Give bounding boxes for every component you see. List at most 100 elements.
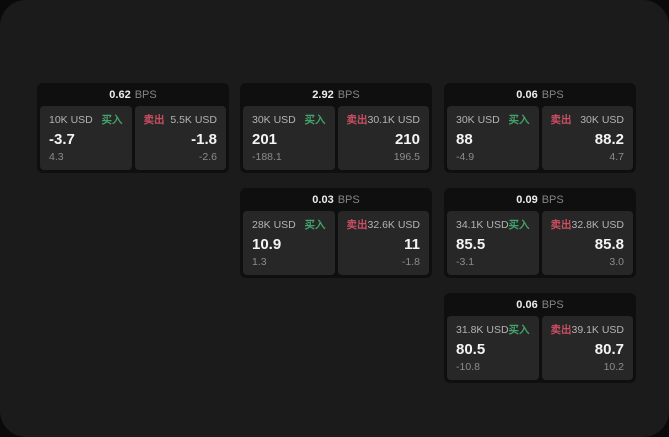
quote-panels: 28K USD 买入 10.9 1.3 卖出 32.6K USD 11 -1.8 — [243, 211, 429, 275]
bps-unit-label: BPS — [541, 193, 564, 206]
bps-unit-label: BPS — [337, 193, 360, 206]
buy-side-label: 买入 — [304, 114, 326, 126]
buy-amount: 31.8K USD — [456, 323, 509, 336]
buy-amount: 34.1K USD — [456, 218, 509, 231]
buy-amount: 30K USD — [456, 113, 500, 126]
quote-panels: 10K USD 买入 -3.7 4.3 卖出 5.5K USD -1.8 -2.… — [40, 106, 226, 170]
sell-amount: 30.1K USD — [367, 113, 421, 126]
buy-price: 80.5 — [456, 340, 486, 358]
sell-panel-top: 卖出 39.1K USD — [551, 322, 625, 337]
bps-unit-label: BPS — [134, 88, 157, 101]
sell-side-label: 卖出 — [550, 219, 572, 231]
buy-side-label: 买入 — [304, 219, 326, 231]
buy-delta: 4.3 — [49, 151, 64, 163]
quote-card: 0.09 BPS 34.1K USD 买入 85.5 -3.1 卖出 32.8K… — [444, 188, 636, 278]
quote-card: 0.03 BPS 28K USD 买入 10.9 1.3 卖出 32.6K US… — [240, 188, 432, 278]
quote-card-header: 0.09 BPS — [447, 191, 633, 208]
sell-side-label: 卖出 — [346, 114, 368, 126]
quote-card-header: 0.62 BPS — [40, 86, 226, 103]
sell-panel-top: 卖出 30K USD — [551, 112, 625, 127]
buy-quote-panel[interactable]: 28K USD 买入 10.9 1.3 — [243, 211, 335, 275]
quote-panels: 31.8K USD 买入 80.5 -10.8 卖出 39.1K USD 80.… — [447, 316, 633, 380]
sell-price: 85.8 — [594, 235, 624, 253]
sell-panel-top: 卖出 32.6K USD — [347, 217, 421, 232]
quote-card-header: 0.03 BPS — [243, 191, 429, 208]
sell-side-label: 卖出 — [143, 114, 165, 126]
quote-card: 0.62 BPS 10K USD 买入 -3.7 4.3 卖出 5.5K USD — [37, 83, 229, 173]
quote-card-header: 2.92 BPS — [243, 86, 429, 103]
buy-delta: -188.1 — [252, 151, 282, 163]
sell-price: 210 — [394, 130, 420, 148]
sell-amount: 30K USD — [580, 113, 624, 126]
buy-panel-top: 30K USD 买入 — [252, 112, 326, 127]
sell-price: 88.2 — [594, 130, 624, 148]
sell-quote-panel[interactable]: 卖出 39.1K USD 80.7 10.2 — [541, 316, 633, 380]
sell-amount: 32.6K USD — [367, 218, 421, 231]
buy-panel-top: 30K USD 买入 — [456, 112, 530, 127]
buy-side-label: 买入 — [508, 219, 530, 231]
buy-delta: 1.3 — [252, 256, 267, 268]
quote-card: 2.92 BPS 30K USD 买入 201 -188.1 卖出 30.1K … — [240, 83, 432, 173]
sell-quote-panel[interactable]: 卖出 32.6K USD 11 -1.8 — [337, 211, 429, 275]
sell-price: -1.8 — [191, 130, 217, 148]
sell-delta: 10.2 — [603, 361, 624, 373]
sell-panel-top: 卖出 5.5K USD — [144, 112, 218, 127]
buy-side-label: 买入 — [508, 114, 530, 126]
sell-amount: 5.5K USD — [170, 113, 217, 126]
buy-quote-panel[interactable]: 10K USD 买入 -3.7 4.3 — [40, 106, 132, 170]
buy-amount: 30K USD — [252, 113, 296, 126]
bps-unit-label: BPS — [541, 88, 564, 101]
buy-panel-top: 31.8K USD 买入 — [456, 322, 530, 337]
sell-delta: 196.5 — [393, 151, 420, 163]
buy-quote-panel[interactable]: 30K USD 买入 88 -4.9 — [447, 106, 539, 170]
buy-quote-panel[interactable]: 31.8K USD 买入 80.5 -10.8 — [447, 316, 539, 380]
bps-value: 2.92 — [312, 88, 334, 101]
buy-panel-top: 28K USD 买入 — [252, 217, 326, 232]
sell-delta: -2.6 — [198, 151, 217, 163]
buy-price: 10.9 — [252, 235, 282, 253]
buy-panel-top: 34.1K USD 买入 — [456, 217, 530, 232]
buy-price: -3.7 — [49, 130, 75, 148]
bps-unit-label: BPS — [337, 88, 360, 101]
sell-quote-panel[interactable]: 卖出 30K USD 88.2 4.7 — [541, 106, 633, 170]
bps-value: 0.62 — [109, 88, 131, 101]
buy-amount: 28K USD — [252, 218, 296, 231]
quote-card-header: 0.06 BPS — [447, 296, 633, 313]
sell-amount: 39.1K USD — [571, 323, 625, 336]
sell-price: 80.7 — [594, 340, 624, 358]
sell-quote-panel[interactable]: 卖出 5.5K USD -1.8 -2.6 — [134, 106, 226, 170]
quote-card: 0.06 BPS 31.8K USD 买入 80.5 -10.8 卖出 39.1… — [444, 293, 636, 383]
sell-delta: 3.0 — [609, 256, 624, 268]
buy-delta: -10.8 — [456, 361, 480, 373]
buy-delta: -4.9 — [456, 151, 475, 163]
quote-card-header: 0.06 BPS — [447, 86, 633, 103]
sell-panel-top: 卖出 32.8K USD — [551, 217, 625, 232]
quote-panels: 34.1K USD 买入 85.5 -3.1 卖出 32.8K USD 85.8… — [447, 211, 633, 275]
buy-price: 85.5 — [456, 235, 486, 253]
quote-panels: 30K USD 买入 88 -4.9 卖出 30K USD 88.2 4.7 — [447, 106, 633, 170]
buy-price: 201 — [252, 130, 278, 148]
sell-quote-panel[interactable]: 卖出 32.8K USD 85.8 3.0 — [541, 211, 633, 275]
buy-delta: -3.1 — [456, 256, 475, 268]
bps-value: 0.09 — [516, 193, 538, 206]
buy-panel-top: 10K USD 买入 — [49, 112, 123, 127]
buy-quote-panel[interactable]: 30K USD 买入 201 -188.1 — [243, 106, 335, 170]
sell-side-label: 卖出 — [550, 324, 572, 336]
buy-side-label: 买入 — [508, 324, 530, 336]
sell-panel-top: 卖出 30.1K USD — [347, 112, 421, 127]
sell-side-label: 卖出 — [550, 114, 572, 126]
sell-price: 11 — [404, 235, 420, 253]
buy-side-label: 买入 — [101, 114, 123, 126]
quote-panels: 30K USD 买入 201 -188.1 卖出 30.1K USD 210 1… — [243, 106, 429, 170]
bps-value: 0.06 — [516, 298, 538, 311]
buy-amount: 10K USD — [49, 113, 93, 126]
buy-quote-panel[interactable]: 34.1K USD 买入 85.5 -3.1 — [447, 211, 539, 275]
sell-side-label: 卖出 — [346, 219, 368, 231]
quote-card: 0.06 BPS 30K USD 买入 88 -4.9 卖出 30K USD — [444, 83, 636, 173]
sell-delta: 4.7 — [609, 151, 624, 163]
bps-unit-label: BPS — [541, 298, 564, 311]
sell-amount: 32.8K USD — [571, 218, 625, 231]
sell-quote-panel[interactable]: 卖出 30.1K USD 210 196.5 — [337, 106, 429, 170]
sell-delta: -1.8 — [401, 256, 420, 268]
